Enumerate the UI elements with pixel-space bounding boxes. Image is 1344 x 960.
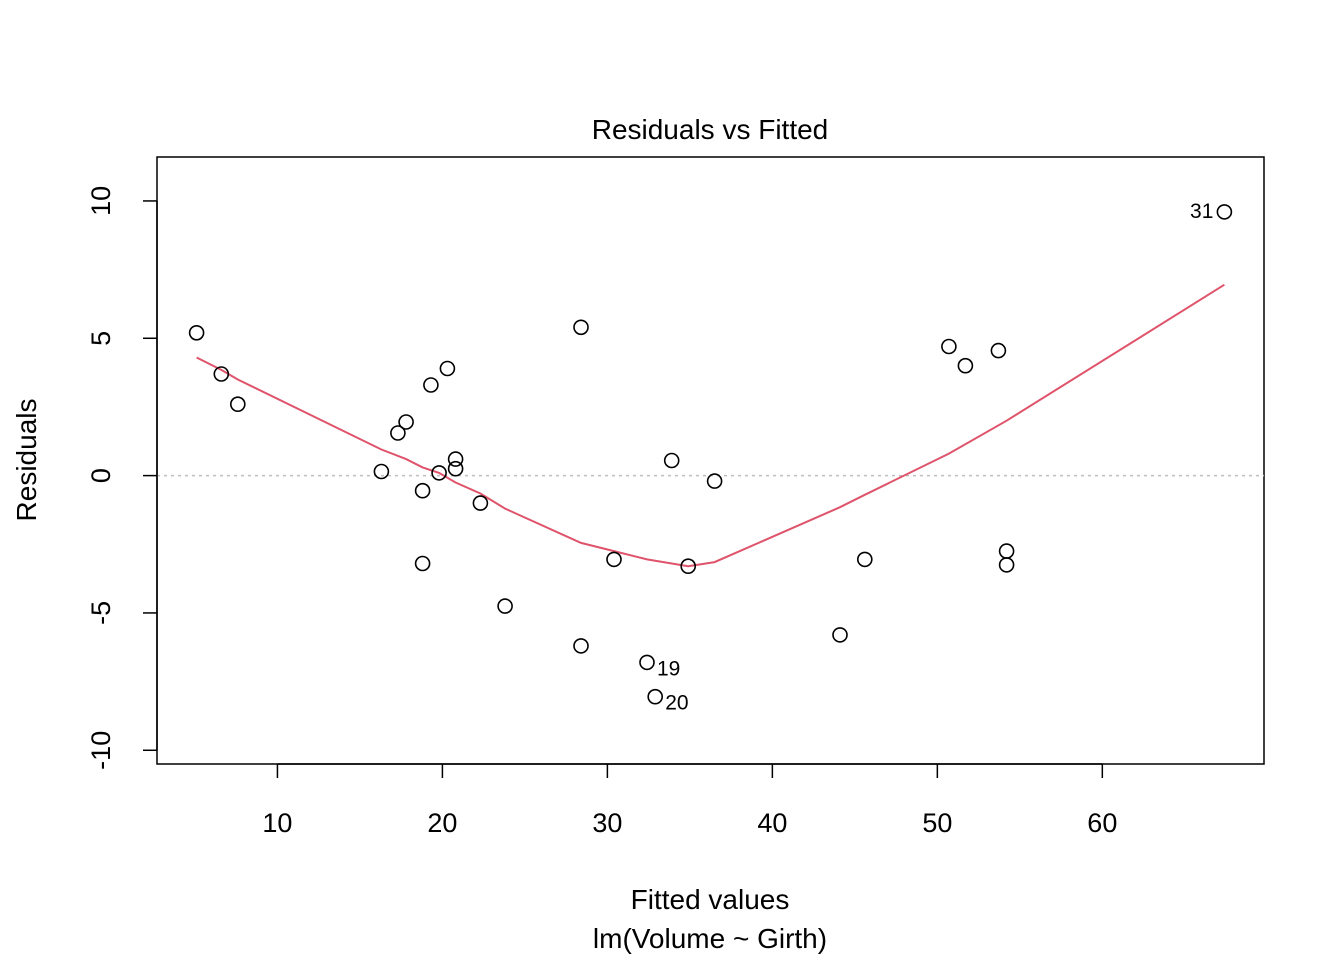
residual-point: [1216, 204, 1233, 220]
residual-point: [423, 377, 439, 393]
residual-point: [856, 551, 873, 568]
x-tick-label: 30: [592, 808, 622, 838]
residual-point: [431, 465, 447, 481]
residual-point: [832, 627, 848, 643]
residual-point: [390, 425, 406, 441]
residual-point: [573, 319, 589, 336]
residual-point: [213, 366, 230, 382]
y-tick-label: -5: [86, 601, 116, 625]
residual-point: [706, 473, 723, 489]
smooth-trend-line: [196, 283, 1225, 568]
residual-point: [606, 551, 622, 568]
x-tick-label: 50: [922, 808, 952, 838]
point-label: 19: [657, 657, 680, 680]
chart-title: Residuals vs Fitted: [592, 114, 829, 145]
residual-point: [373, 463, 390, 480]
residual-point: [990, 342, 1007, 359]
model-formula-subtitle: lm(Volume ~ Girth): [593, 923, 827, 954]
residual-point: [497, 598, 513, 614]
residual-point: [639, 654, 655, 671]
residual-point: [957, 357, 974, 374]
residual-point: [230, 396, 246, 413]
y-axis-label: Residuals: [11, 399, 42, 522]
residual-point: [439, 360, 456, 377]
residual-point: [472, 495, 489, 511]
y-tick-label: 0: [86, 468, 116, 483]
y-tick-label: 10: [86, 186, 116, 216]
plot-frame: [156, 156, 1265, 765]
residual-point: [941, 338, 957, 355]
x-tick-label: 40: [757, 808, 787, 838]
residual-point: [398, 414, 414, 430]
residual-point: [573, 638, 589, 654]
x-tick-label: 10: [262, 808, 292, 838]
residual-point: [188, 324, 205, 341]
residual-point: [447, 460, 464, 477]
y-tick-label: -10: [86, 731, 116, 770]
residual-point: [447, 451, 464, 467]
residual-point: [663, 452, 680, 469]
x-tick-label: 20: [427, 808, 457, 838]
point-label: 20: [665, 692, 688, 715]
residual-point: [680, 558, 697, 575]
residual-point: [998, 543, 1015, 559]
x-axis-label: Fitted values: [631, 884, 790, 915]
point-label: 31: [1190, 200, 1213, 223]
y-tick-label: 5: [86, 331, 116, 346]
residual-point: [414, 482, 431, 499]
x-tick-label: 60: [1087, 808, 1117, 838]
residual-point: [647, 688, 664, 705]
residual-point: [998, 557, 1015, 573]
residual-point: [414, 555, 431, 572]
